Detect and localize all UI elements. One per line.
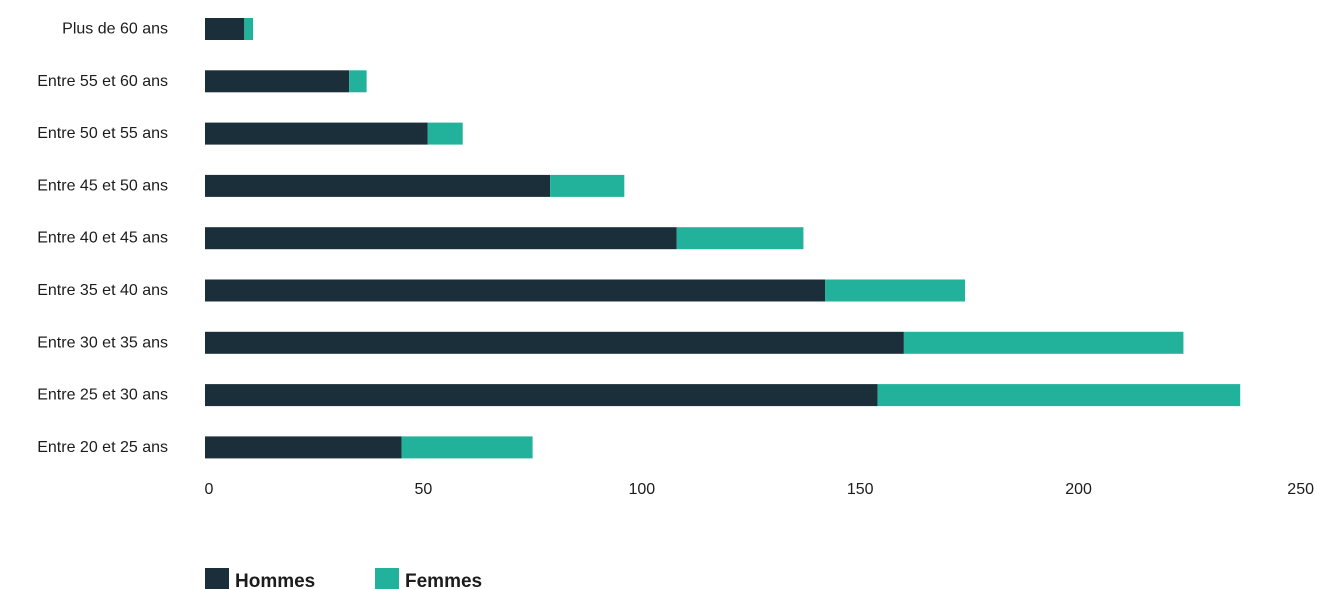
category-label-4: Entre 40 et 45 ans [37, 230, 168, 247]
bar-hommes-6 [205, 331, 904, 354]
legend-label-femmes: Femmes [405, 571, 482, 589]
bar-hommes-4 [205, 227, 677, 250]
x-tick-label-5: 250 [1287, 481, 1314, 498]
category-label-7: Entre 25 et 30 ans [37, 387, 168, 404]
bar-hommes-5 [205, 279, 826, 302]
bar-femmes-1 [349, 70, 367, 93]
bar-hommes-7 [205, 384, 878, 407]
legend-swatch-hommes [205, 568, 229, 589]
bar-femmes-5 [825, 279, 966, 302]
category-label-6: Entre 30 et 35 ans [37, 334, 168, 351]
category-label-8: Entre 20 et 25 ans [37, 439, 168, 456]
x-tick-label-0: 0 [205, 481, 214, 498]
category-label-5: Entre 35 et 40 ans [37, 282, 168, 299]
bar-hommes-1 [205, 70, 350, 93]
category-label-2: Entre 50 et 55 ans [37, 125, 168, 142]
bar-femmes-7 [877, 384, 1241, 407]
bar-femmes-2 [427, 122, 463, 145]
bar-femmes-0 [244, 18, 254, 40]
x-tick-label-1: 50 [415, 481, 433, 498]
legend-swatch-femmes [375, 568, 399, 589]
bar-femmes-8 [401, 436, 533, 459]
category-label-1: Entre 55 et 60 ans [37, 73, 168, 90]
x-tick-label-2: 100 [628, 481, 655, 498]
bars-group [205, 18, 1241, 459]
bar-femmes-3 [550, 174, 625, 197]
legend: Hommes Femmes [205, 568, 482, 589]
x-tick-label-3: 150 [847, 481, 874, 498]
bar-femmes-4 [676, 227, 804, 250]
category-labels: Plus de 60 ans Entre 55 et 60 ans Entre 50… [37, 21, 168, 456]
bar-hommes-2 [205, 122, 428, 145]
bar-hommes-8 [205, 436, 402, 459]
bar-hommes-0 [205, 18, 245, 40]
bar-femmes-6 [903, 331, 1184, 354]
x-tick-label-4: 200 [1065, 481, 1092, 498]
bar-hommes-3 [205, 174, 551, 197]
category-label-3: Entre 45 et 50 ans [37, 177, 168, 194]
x-axis-ticks: 0 50 100 150 200 250 [205, 481, 1315, 498]
legend-label-hommes: Hommes [235, 571, 315, 589]
category-label-0: Plus de 60 ans [62, 21, 168, 38]
